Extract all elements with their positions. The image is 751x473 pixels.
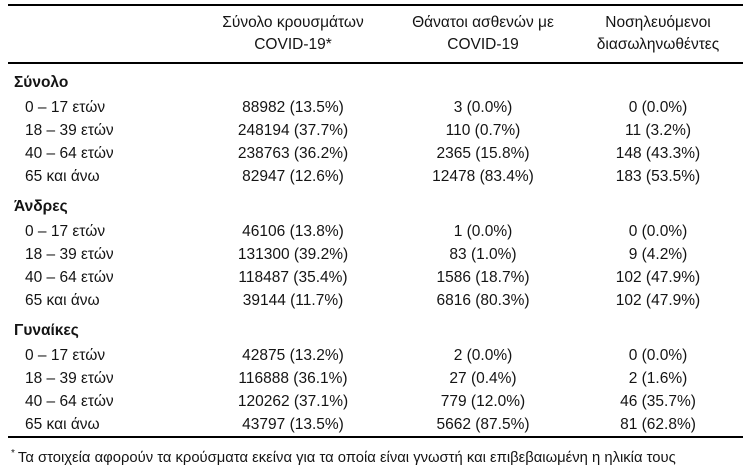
header-deaths-line1: Θάνατοι ασθενών με — [412, 14, 554, 31]
cell-cases: 118487 (35.4%) — [238, 269, 348, 286]
table-row: 0 – 17 ετών 42875 (13.2%) 2 (0.0%) 0 (0.0%) — [8, 344, 743, 367]
cell-cases: 88982 (13.5%) — [242, 99, 344, 116]
header-total-cases: Σύνολο κρουσμάτων COVID-19* — [193, 5, 393, 63]
cell-intubated: 0 (0.0%) — [628, 347, 688, 364]
cell-intubated: 9 (4.2%) — [628, 246, 688, 263]
cell-cases: 131300 (39.2%) — [237, 246, 349, 263]
age-group-label: 0 – 17 ετών — [25, 347, 106, 364]
age-group-label: 40 – 64 ετών — [25, 269, 114, 286]
table-row: 40 – 64 ετών 238763 (36.2%) 2365 (15.8%) 14… — [8, 142, 743, 165]
table-row: 40 – 64 ετών 120262 (37.1%) 779 (12.0%) 46 … — [8, 390, 743, 413]
footnote-text: Τα στοιχεία αφορούν τα κρούσματα εκείνα … — [17, 449, 676, 466]
cell-intubated: 102 (47.9%) — [615, 292, 701, 309]
cell-cases: 42875 (13.2%) — [242, 347, 344, 364]
age-group-label: 0 – 17 ετών — [25, 223, 106, 240]
cell-cases: 120262 (37.1%) — [237, 393, 349, 410]
age-group-label: 40 – 64 ετών — [25, 145, 114, 162]
cell-intubated: 11 (3.2%) — [624, 122, 692, 139]
header-intubated: Νοσηλευόμενοι διασωληνωθέντες — [573, 5, 743, 63]
cell-cases: 46106 (13.8%) — [242, 223, 344, 240]
header-intubated-line2: διασωληνωθέντες — [596, 36, 720, 53]
age-group-label: 0 – 17 ετών — [25, 99, 106, 116]
table-row: 65 και άνω 39144 (11.7%) 6816 (80.3%) 102 (… — [8, 289, 743, 312]
age-group-label: 18 – 39 ετών — [25, 370, 114, 387]
footnote: * Τα στοιχεία αφορούν τα κρούσματα εκείνα… — [8, 445, 743, 467]
table-row: 18 – 39 ετών 248194 (37.7%) 110 (0.7%) 11 (… — [8, 119, 743, 142]
table-row: 18 – 39 ετών 116888 (36.1%) 27 (0.4%) 2 (1.… — [8, 367, 743, 390]
table-row: 0 – 17 ετών 46106 (13.8%) 1 (0.0%) 0 (0.0%) — [8, 220, 743, 243]
cell-intubated: 81 (62.8%) — [620, 416, 696, 433]
table-row: 40 – 64 ετών 118487 (35.4%) 1586 (18.7%) 10… — [8, 266, 743, 289]
cell-cases: 39144 (11.7%) — [242, 292, 344, 309]
cell-intubated: 46 (35.7%) — [620, 393, 696, 410]
cell-deaths: 1 (0.0%) — [453, 223, 513, 240]
section-header-row: Άνδρες — [8, 188, 743, 220]
header-row: Σύνολο κρουσμάτων COVID-19* Θάνατοι ασθε… — [8, 5, 743, 63]
section-label: Σύνολο — [14, 74, 69, 91]
header-total-cases-line2: COVID-19* — [254, 36, 332, 53]
cell-deaths: 83 (1.0%) — [449, 246, 517, 263]
cell-cases: 248194 (37.7%) — [237, 122, 349, 139]
section-label: Άνδρες — [14, 198, 68, 215]
cell-deaths: 779 (12.0%) — [440, 393, 526, 410]
table-row: 65 και άνω 82947 (12.6%) 12478 (83.4%) 183 … — [8, 165, 743, 188]
covid-age-sex-stats-table: Σύνολο κρουσμάτων COVID-19* Θάνατοι ασθε… — [8, 4, 743, 438]
cell-cases: 116888 (36.1%) — [238, 370, 348, 387]
cell-intubated: 102 (47.9%) — [615, 269, 701, 286]
age-group-label: 65 και άνω — [25, 292, 100, 309]
header-empty-cell — [8, 5, 193, 63]
table-row: 18 – 39 ετών 131300 (39.2%) 83 (1.0%) 9 (4.… — [8, 243, 743, 266]
header-deaths-line2: COVID-19 — [447, 36, 519, 53]
age-group-label: 18 – 39 ετών — [25, 122, 114, 139]
cell-cases: 238763 (36.2%) — [237, 145, 349, 162]
cell-intubated: 2 (1.6%) — [628, 370, 688, 387]
cell-deaths: 1586 (18.7%) — [436, 269, 530, 286]
cell-deaths: 12478 (83.4%) — [432, 168, 534, 185]
header-total-cases-line1: Σύνολο κρουσμάτων — [222, 14, 364, 31]
cell-intubated: 0 (0.0%) — [628, 223, 688, 240]
cell-cases: 43797 (13.5%) — [242, 416, 344, 433]
cell-intubated: 0 (0.0%) — [628, 99, 688, 116]
cell-deaths: 2365 (15.8%) — [436, 145, 530, 162]
section-label: Γυναίκες — [14, 322, 79, 339]
section-header-row: Σύνολο — [8, 63, 743, 96]
age-group-label: 18 – 39 ετών — [25, 246, 114, 263]
cell-intubated: 148 (43.3%) — [615, 145, 701, 162]
cell-cases: 82947 (12.6%) — [242, 168, 344, 185]
footnote-marker: * — [11, 448, 15, 459]
age-group-label: 65 και άνω — [25, 168, 100, 185]
cell-deaths: 6816 (80.3%) — [436, 292, 530, 309]
cell-intubated: 183 (53.5%) — [615, 168, 701, 185]
header-deaths: Θάνατοι ασθενών με COVID-19 — [393, 5, 573, 63]
table-row: 65 και άνω 43797 (13.5%) 5662 (87.5%) 81 (6… — [8, 413, 743, 437]
cell-deaths: 27 (0.4%) — [449, 370, 517, 387]
cell-deaths: 5662 (87.5%) — [436, 416, 530, 433]
age-group-label: 65 και άνω — [25, 416, 100, 433]
table-row: 0 – 17 ετών 88982 (13.5%) 3 (0.0%) 0 (0.0%) — [8, 96, 743, 119]
section-header-row: Γυναίκες — [8, 312, 743, 344]
age-group-label: 40 – 64 ετών — [25, 393, 114, 410]
cell-deaths: 2 (0.0%) — [453, 347, 513, 364]
cell-deaths: 3 (0.0%) — [453, 99, 513, 116]
cell-deaths: 110 (0.7%) — [445, 122, 521, 139]
header-intubated-line1: Νοσηλευόμενοι — [605, 14, 711, 31]
